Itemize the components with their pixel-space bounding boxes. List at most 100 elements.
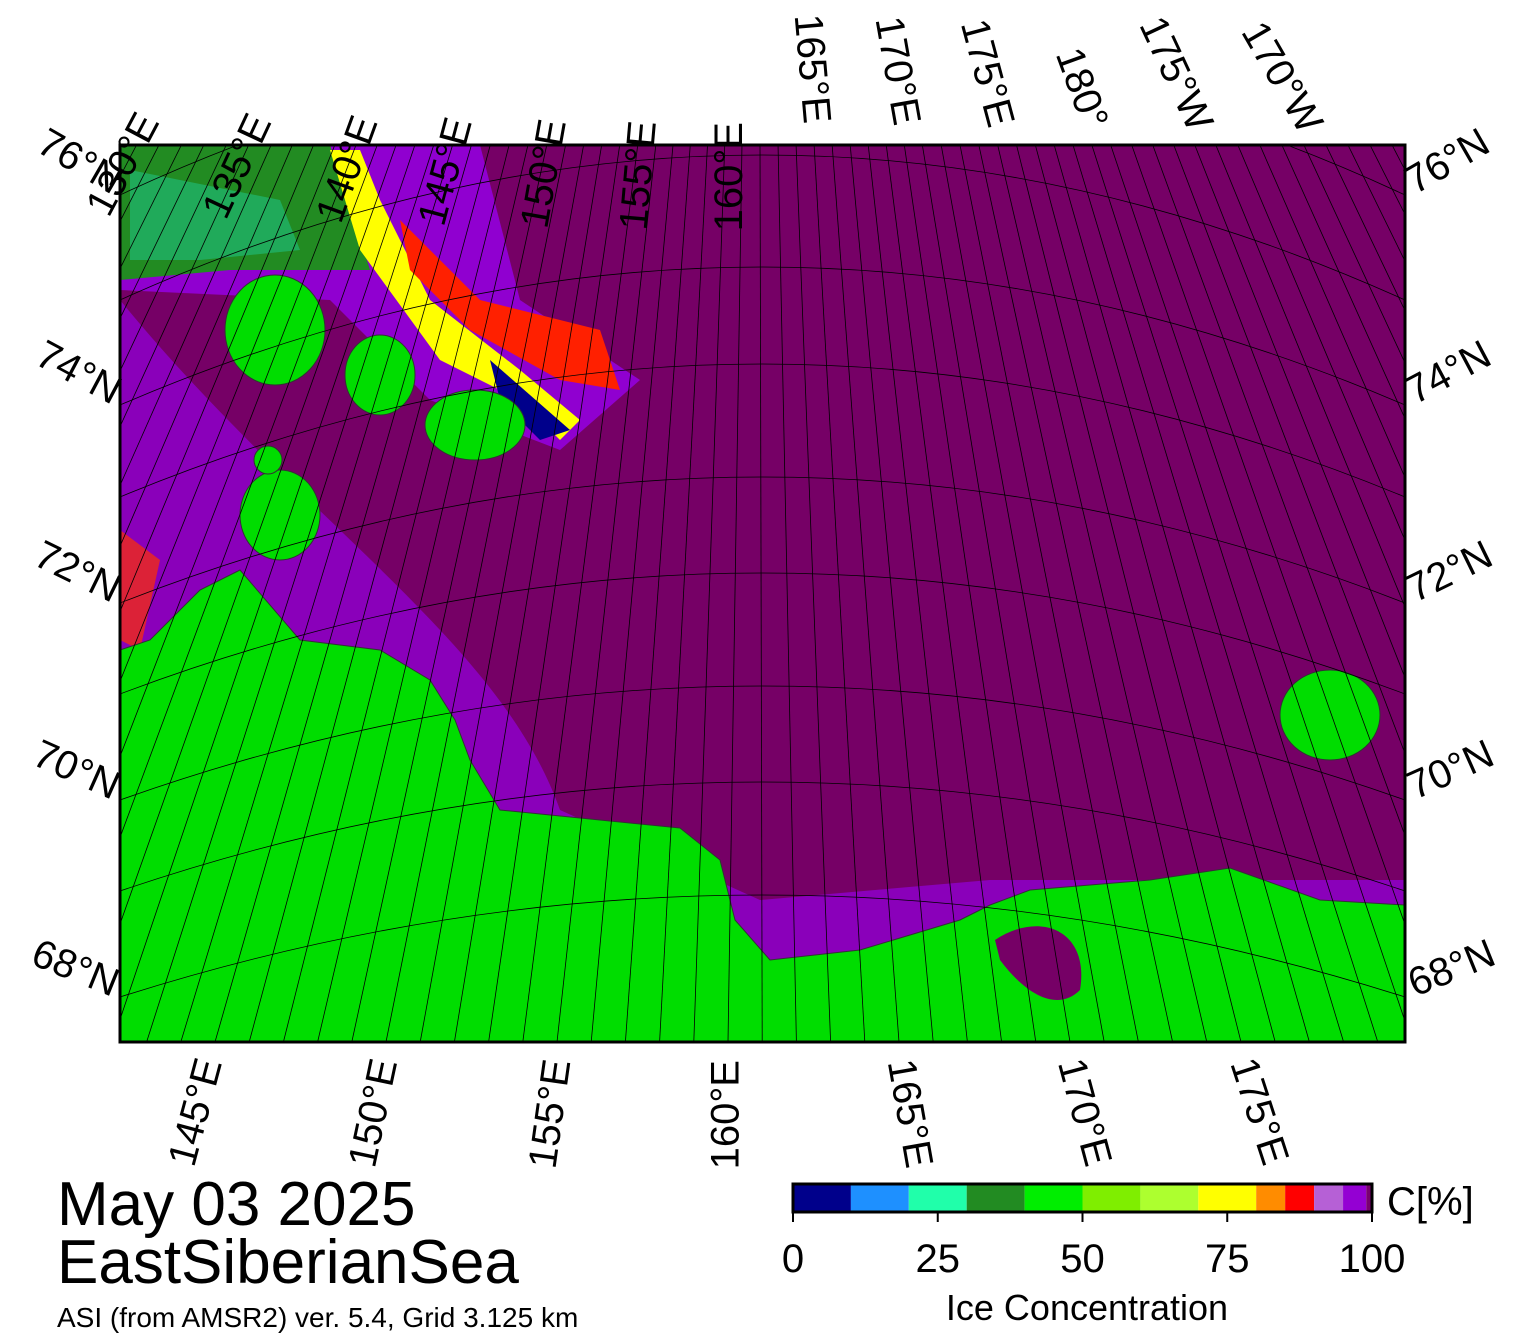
- meridian: [1490, 125, 1527, 1042]
- meridian: [940, 145, 1105, 1042]
- colorbar-bin: [966, 1184, 1025, 1212]
- meridian: [831, 145, 900, 1042]
- top-label: 155°E: [612, 119, 665, 232]
- meridian: [120, 145, 250, 428]
- meridian: [120, 145, 314, 613]
- meridian: [727, 145, 743, 1042]
- parallel: [120, 572, 1405, 695]
- colorbar-tick-label: 75: [1205, 1237, 1250, 1281]
- meridian: [0, 125, 58, 1042]
- colorbar-bin: [1082, 1184, 1141, 1212]
- meridian: [885, 145, 1002, 1042]
- colorbar-bin: [1024, 1184, 1083, 1212]
- meridian: [214, 145, 472, 1042]
- parallel: [120, 363, 1405, 498]
- top-label: 175°E: [952, 14, 1023, 131]
- colorbar-bin: [908, 1184, 967, 1212]
- colorbar: 0 25 50 75 100: [782, 1182, 1406, 1281]
- top-label: 170°W: [1233, 14, 1331, 141]
- meridian: [146, 145, 435, 1042]
- meridian: [1194, 145, 1405, 679]
- colorbar-bin: [1140, 1184, 1199, 1212]
- meridian: [1034, 145, 1276, 1042]
- meridian: [120, 145, 378, 839]
- right-label: 74°N: [1399, 332, 1499, 413]
- left-label: 68°N: [26, 931, 125, 1005]
- meridian: [997, 145, 1208, 1042]
- colorbar-tick-label: 50: [1060, 1237, 1105, 1281]
- map-frame: [118, 143, 1407, 1044]
- parallel: [120, 781, 1405, 892]
- top-label: 170°E: [867, 13, 929, 128]
- bottom-label: 145°E: [160, 1054, 231, 1171]
- meridian: [556, 145, 657, 1042]
- colorbar-bin: [1256, 1184, 1286, 1212]
- meridian: [120, 145, 205, 320]
- top-label: 175°W: [1131, 10, 1222, 138]
- meridian: [903, 145, 1037, 1042]
- meridian: [867, 145, 968, 1042]
- parallel: [120, 894, 1405, 998]
- meridian: [659, 145, 708, 1042]
- meridian: [1152, 145, 1405, 837]
- parallel: [120, 266, 1405, 406]
- right-label: 72°N: [1400, 532, 1500, 611]
- meridian: [1259, 145, 1405, 479]
- meridian: [351, 145, 548, 1042]
- meridian: [1469, 125, 1527, 1042]
- bottom-label: 170°E: [1049, 1054, 1120, 1171]
- meridian: [625, 145, 691, 1042]
- right-label: 76°N: [1398, 120, 1497, 203]
- ice-zone: [330, 150, 580, 440]
- meridian: [590, 145, 674, 1042]
- meridian: [693, 145, 726, 1042]
- meridian: [1215, 145, 1405, 609]
- meridian: [1016, 145, 1242, 1042]
- right-label: 68°N: [1402, 931, 1501, 1005]
- colorbar-tick-label: 25: [916, 1237, 961, 1281]
- left-label: 72°N: [28, 532, 128, 611]
- meridian: [849, 145, 934, 1042]
- meridian: [1072, 145, 1344, 1042]
- graticule: [0, 125, 1527, 1042]
- colorbar-bin: [850, 1184, 909, 1212]
- top-label: 160°E: [707, 122, 751, 231]
- meridian: [1110, 145, 1405, 1023]
- meridian: [248, 145, 491, 1042]
- colorbar-bin: [1198, 1184, 1257, 1212]
- colorbar-tick-label: 100: [1339, 1237, 1406, 1281]
- meridian: [317, 145, 529, 1042]
- source: ASI (from AMSR2) ver. 5.4, Grid 3.125 km: [57, 1302, 578, 1333]
- meridian: [1237, 145, 1405, 542]
- ice-zone: [400, 220, 620, 390]
- meridian: [120, 145, 227, 372]
- meridian: [795, 145, 831, 1042]
- meridian: [1091, 145, 1379, 1042]
- top-label: 165°E: [786, 12, 839, 125]
- left-label: 70°N: [27, 732, 127, 809]
- right-label: 70°N: [1401, 732, 1501, 809]
- meridian: [120, 145, 416, 1021]
- colorbar-bin: [1343, 1184, 1367, 1212]
- meridian: [419, 145, 585, 1042]
- meridian: [283, 145, 510, 1042]
- meridian: [1053, 145, 1310, 1042]
- meridian: [1281, 145, 1405, 420]
- parallel: [120, 476, 1405, 604]
- parallel: [120, 685, 1405, 801]
- colorbar-bin: [1285, 1184, 1315, 1212]
- colorbar-bin: [1314, 1184, 1344, 1212]
- meridian: [120, 145, 293, 548]
- bottom-label: 150°E: [340, 1055, 406, 1171]
- parallel: [120, 154, 1405, 301]
- bottom-label: 175°E: [1221, 1052, 1297, 1170]
- meridian: [759, 145, 763, 1042]
- map: [0, 125, 1527, 1042]
- ice-zone: [120, 530, 160, 650]
- meridian: [0, 125, 14, 1042]
- meridian: [1325, 145, 1405, 312]
- bottom-label: 160°E: [704, 1060, 748, 1169]
- meridian: [1173, 145, 1405, 755]
- meridian: [120, 145, 272, 487]
